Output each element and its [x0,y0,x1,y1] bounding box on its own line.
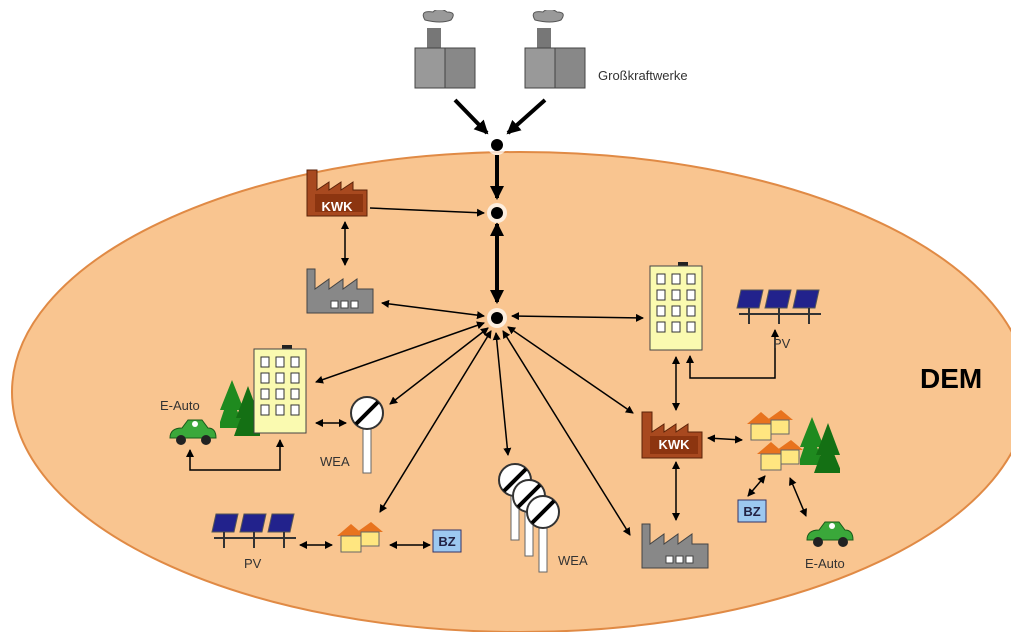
hubs-part [491,312,503,324]
power-plant [525,9,585,88]
diagram: Großkraftwerke DEM KWK KWK E-Auto E-Auto… [0,0,1011,632]
e-auto-label: E-Auto [805,556,845,571]
region-label: DEM [920,363,982,394]
connections-part [508,100,545,133]
kwk-label: KWK [658,437,690,452]
pv-panel [737,290,821,324]
kwk-label: KWK [321,199,353,214]
wea-label: WEA [558,553,588,568]
building [254,345,306,433]
title: Großkraftwerke [598,68,688,83]
region [12,152,1011,632]
building [650,262,702,350]
hubs-part [491,207,503,219]
bz-label: BZ [438,534,455,549]
power-plant [415,9,475,88]
pv-label: PV [773,336,791,351]
pv-panel [212,514,296,548]
connections-part [455,100,487,133]
hubs-part [491,139,503,151]
bz-label: BZ [743,504,760,519]
pv-label: PV [244,556,262,571]
e-auto-label: E-Auto [160,398,200,413]
wea-label: WEA [320,454,350,469]
